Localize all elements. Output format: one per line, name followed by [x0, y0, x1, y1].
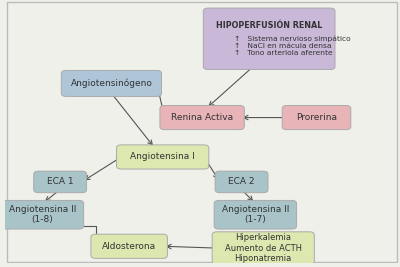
Text: Angiotensina I: Angiotensina I	[130, 152, 195, 162]
FancyBboxPatch shape	[215, 171, 268, 193]
FancyBboxPatch shape	[1, 201, 84, 229]
FancyBboxPatch shape	[214, 201, 296, 229]
Text: ECA 1: ECA 1	[47, 177, 74, 186]
FancyBboxPatch shape	[282, 105, 351, 130]
FancyBboxPatch shape	[160, 105, 244, 130]
Text: Angiotensina II
(1-8): Angiotensina II (1-8)	[9, 205, 76, 225]
Text: Aldosterona: Aldosterona	[102, 242, 156, 251]
FancyBboxPatch shape	[61, 70, 162, 96]
FancyBboxPatch shape	[203, 8, 335, 69]
Text: HIPOPERFUSIÓN RENAL: HIPOPERFUSIÓN RENAL	[216, 21, 322, 30]
Text: Prorerina: Prorerina	[296, 113, 337, 122]
FancyBboxPatch shape	[91, 234, 168, 258]
Text: Angiotensinógeno: Angiotensinógeno	[70, 79, 152, 88]
FancyBboxPatch shape	[212, 232, 314, 264]
FancyBboxPatch shape	[116, 145, 209, 169]
Text: ↑   Sistema nervioso simpático
↑   NaCl en mácula densa
↑   Tono arteriola afere: ↑ Sistema nervioso simpático ↑ NaCl en m…	[234, 36, 350, 56]
Text: Renina Activa: Renina Activa	[171, 113, 233, 122]
Text: ECA 2: ECA 2	[228, 177, 255, 186]
Text: Hiperkalemia
Aumento de ACTH
Hiponatremia: Hiperkalemia Aumento de ACTH Hiponatremi…	[225, 233, 302, 263]
FancyBboxPatch shape	[34, 171, 86, 193]
Text: Angiotensina II
(1-7): Angiotensina II (1-7)	[222, 205, 289, 225]
